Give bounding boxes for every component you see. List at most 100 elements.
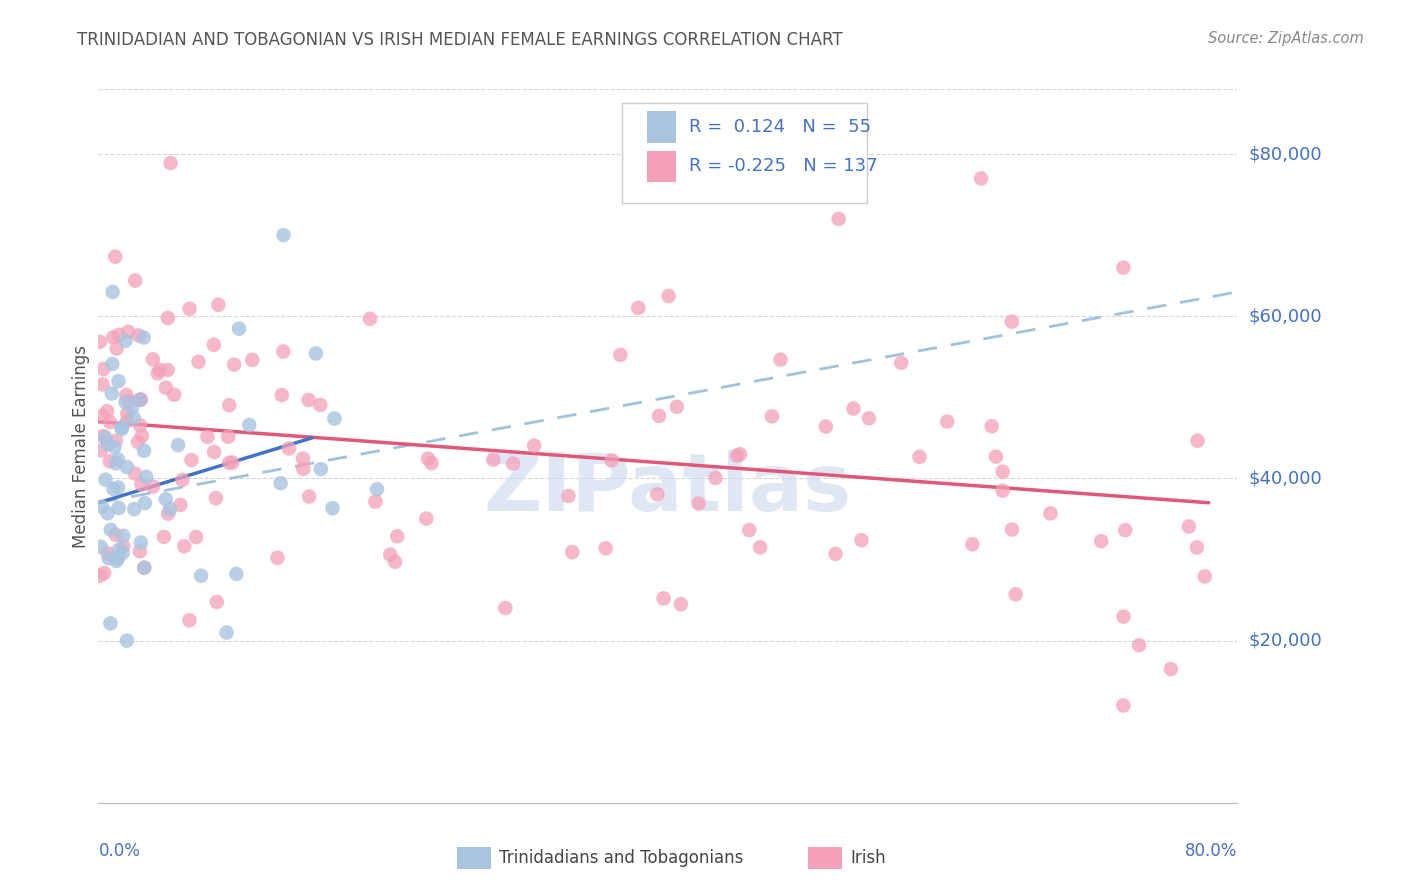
Point [146, 367, 169, 381]
Text: 0.0%: 0.0% [98, 842, 141, 860]
Point [561, 545, 583, 559]
Point [814, 419, 837, 434]
Point [103, 482, 125, 496]
Point [114, 395, 136, 409]
Point [309, 398, 332, 412]
Point [159, 156, 181, 170]
Point [115, 414, 138, 428]
Point [98, 454, 121, 468]
Point [155, 381, 177, 395]
Point [103, 330, 125, 344]
Point [1112, 698, 1135, 713]
Point [1001, 523, 1024, 537]
FancyBboxPatch shape [647, 112, 676, 143]
Point [266, 550, 288, 565]
Point [128, 544, 150, 558]
Point [89, 334, 111, 349]
Point [738, 523, 761, 537]
Point [321, 501, 343, 516]
Point [115, 388, 138, 402]
Point [104, 528, 127, 542]
Point [135, 470, 157, 484]
Point [1001, 315, 1024, 329]
Point [1194, 569, 1216, 583]
Y-axis label: Median Female Earnings: Median Female Earnings [72, 344, 90, 548]
Point [270, 476, 292, 491]
Point [91, 409, 114, 423]
Point [108, 542, 131, 557]
Point [142, 352, 165, 367]
Point [98, 415, 121, 429]
Point [132, 330, 155, 344]
Point [127, 434, 149, 449]
Point [494, 601, 516, 615]
Point [273, 228, 295, 243]
Point [387, 529, 409, 543]
Point [134, 560, 156, 574]
Point [890, 356, 912, 370]
Point [187, 355, 209, 369]
Point [1112, 260, 1135, 275]
Point [970, 171, 993, 186]
Point [107, 452, 129, 467]
Point [129, 418, 152, 433]
Point [652, 591, 675, 606]
Point [1004, 587, 1026, 601]
Point [1112, 609, 1135, 624]
Text: Source: ZipAtlas.com: Source: ZipAtlas.com [1208, 31, 1364, 46]
Point [728, 447, 751, 461]
Point [124, 467, 146, 481]
Point [415, 511, 437, 525]
Point [1185, 541, 1208, 555]
Point [824, 547, 846, 561]
Point [167, 438, 190, 452]
Point [96, 404, 118, 418]
Text: ZIPatlas: ZIPatlas [484, 450, 852, 528]
Point [112, 539, 135, 553]
Point [97, 551, 120, 566]
Point [163, 388, 186, 402]
Point [384, 555, 406, 569]
Point [725, 449, 748, 463]
Point [205, 491, 228, 505]
Point [202, 445, 225, 459]
Point [207, 298, 229, 312]
Point [103, 440, 125, 454]
Point [100, 616, 122, 631]
Point [221, 456, 243, 470]
Point [380, 548, 402, 562]
Point [595, 541, 617, 556]
Point [217, 430, 239, 444]
Point [100, 386, 122, 401]
Point [1128, 638, 1150, 652]
Point [1187, 434, 1209, 448]
Point [225, 566, 247, 581]
Point [107, 481, 129, 495]
Point [100, 523, 122, 537]
Point [482, 452, 505, 467]
Point [366, 482, 388, 496]
Point [157, 507, 180, 521]
Text: $20,000: $20,000 [1249, 632, 1322, 649]
Point [980, 419, 1002, 434]
Point [105, 342, 128, 356]
Point [309, 462, 332, 476]
Point [104, 250, 127, 264]
Point [298, 490, 321, 504]
Point [215, 625, 238, 640]
Point [224, 358, 246, 372]
Point [91, 377, 114, 392]
Point [270, 388, 292, 402]
Point [291, 451, 314, 466]
Point [305, 346, 328, 360]
Point [186, 530, 208, 544]
Point [323, 411, 346, 425]
Point [112, 529, 135, 543]
Text: $60,000: $60,000 [1249, 307, 1322, 326]
Point [173, 539, 195, 553]
Point [627, 301, 650, 315]
FancyBboxPatch shape [623, 103, 868, 203]
Point [115, 460, 138, 475]
Point [114, 334, 136, 348]
Point [134, 496, 156, 510]
